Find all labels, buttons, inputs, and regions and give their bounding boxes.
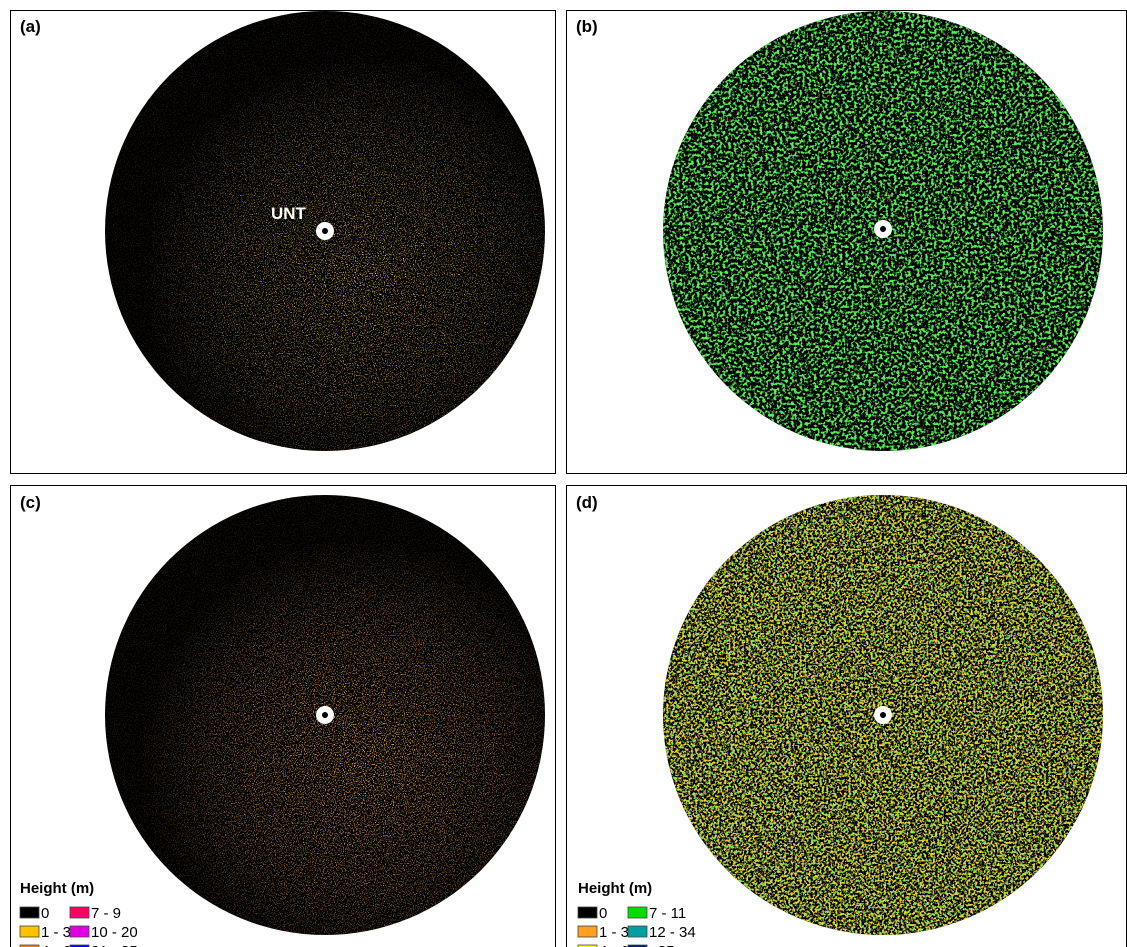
- legend-swatch: [70, 926, 89, 937]
- legend-label: 12 - 34: [649, 924, 696, 941]
- panel-label: (a): [20, 17, 41, 36]
- legend-swatch: [20, 926, 39, 937]
- site-annotation: UNT: [271, 204, 307, 223]
- legend-label: 0: [41, 905, 49, 922]
- legend-label: >35: [649, 943, 674, 947]
- legend-label: 0: [599, 905, 607, 922]
- site-marker: [874, 706, 892, 724]
- legend-label: 10 - 20: [91, 924, 138, 941]
- legend-swatch: [578, 907, 597, 918]
- legend-label: 7 - 11: [649, 905, 686, 922]
- site-marker: [316, 222, 334, 240]
- panel-label: (d): [576, 493, 598, 512]
- legend-label: 21 - 85: [91, 943, 138, 947]
- site-marker: [316, 706, 334, 724]
- legend-label: 4 - 6: [41, 943, 71, 947]
- panel-label: (c): [20, 493, 41, 512]
- panel-label: (b): [576, 17, 598, 36]
- legend-swatch: [20, 907, 39, 918]
- legend-label: 1 - 3: [599, 924, 629, 941]
- legend-swatch: [578, 926, 597, 937]
- legend-label: 4 - 6: [599, 943, 629, 947]
- legend-title: Height (m): [578, 880, 652, 897]
- figure: UNT (a) (b) (c) (d) Height (m) 0 1 - 3 4 - …: [0, 0, 1127, 947]
- legend-swatch: [628, 907, 647, 918]
- legend-title: Height (m): [20, 880, 94, 897]
- legend-label: 7 - 9: [91, 905, 121, 922]
- site-marker: [874, 220, 892, 238]
- legend-label: 1 - 3: [41, 924, 71, 941]
- legend-swatch: [70, 907, 89, 918]
- legend-swatch: [628, 926, 647, 937]
